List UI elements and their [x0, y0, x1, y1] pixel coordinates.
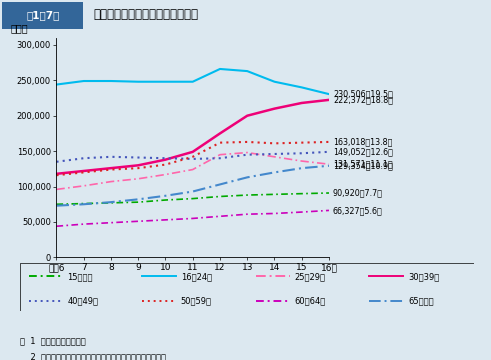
Text: （人）: （人）: [10, 23, 28, 33]
Text: 230,506（19.5）: 230,506（19.5）: [333, 90, 393, 99]
Text: 90,920（7.7）: 90,920（7.7）: [333, 189, 383, 198]
Text: 15歳以下: 15歳以下: [67, 272, 93, 281]
Text: 40～49歳: 40～49歳: [67, 296, 98, 305]
Text: 注  1  警察庁資料による。: 注 1 警察庁資料による。: [20, 337, 85, 346]
Text: 66,327（5.6）: 66,327（5.6）: [333, 206, 382, 215]
Text: 163,018（13.8）: 163,018（13.8）: [333, 138, 392, 147]
Text: 、1－7図: 、1－7図: [26, 10, 59, 20]
Text: 222,372（18.8）: 222,372（18.8）: [333, 95, 393, 104]
Text: 131,571（11.1）: 131,571（11.1）: [333, 160, 392, 169]
Text: 50～59歳: 50～59歳: [181, 296, 212, 305]
Text: 60～64歳: 60～64歳: [295, 296, 326, 305]
Text: 25～29歳: 25～29歳: [295, 272, 326, 281]
FancyBboxPatch shape: [2, 1, 83, 29]
Text: 129,354（10.9）: 129,354（10.9）: [333, 161, 393, 170]
Text: 16～24歳: 16～24歳: [181, 272, 212, 281]
Text: 年齢層別交通事故負傍者数の推移: 年齢層別交通事故負傍者数の推移: [93, 8, 198, 21]
Text: 149,052（12.6）: 149,052（12.6）: [333, 147, 393, 156]
Text: 30～39歳: 30～39歳: [408, 272, 439, 281]
Text: 65歳以上: 65歳以上: [408, 296, 434, 305]
Text: 2  （　）内は，年齢層別負傍者数の構成率（％）である。: 2 （ ）内は，年齢層別負傍者数の構成率（％）である。: [20, 352, 165, 360]
